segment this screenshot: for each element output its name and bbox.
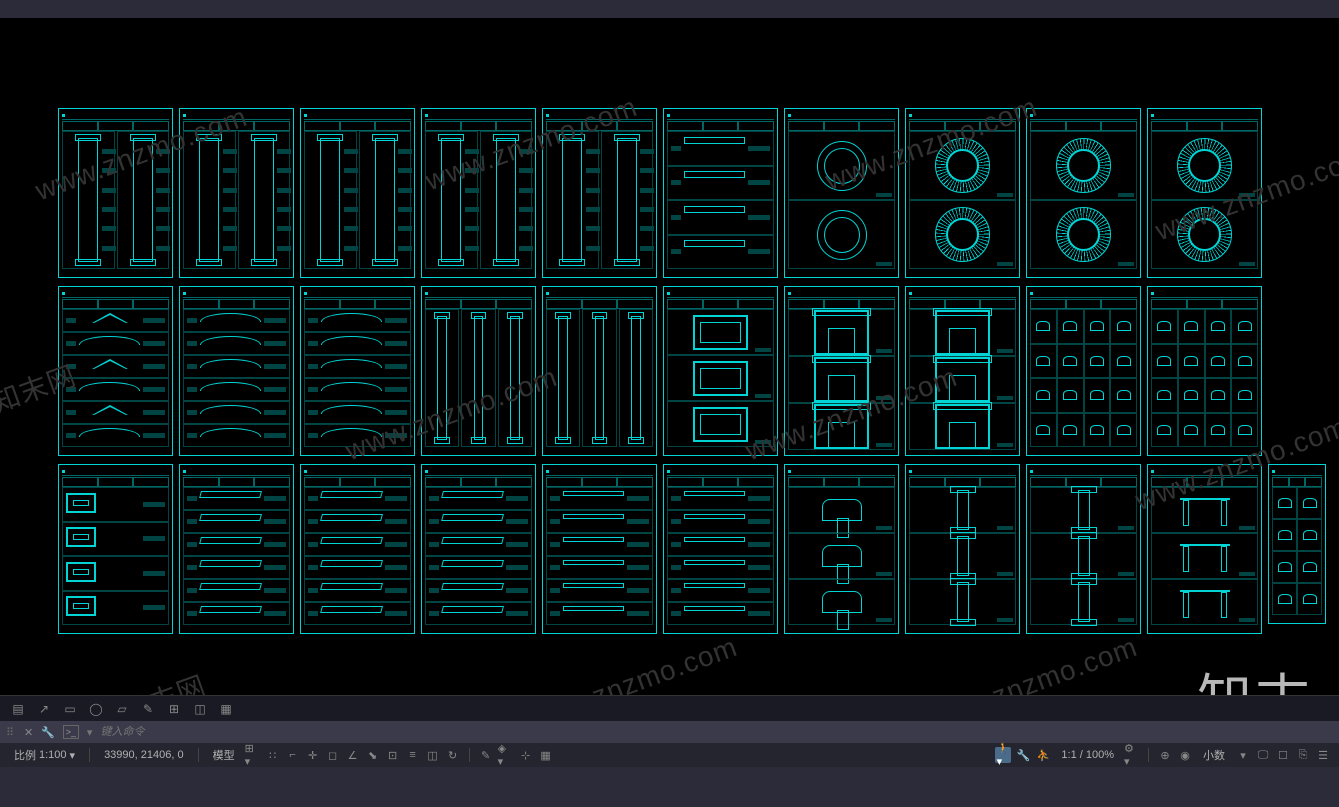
drawing-sheet[interactable] bbox=[784, 286, 899, 456]
drawing-sheet[interactable] bbox=[58, 108, 173, 278]
box-icon[interactable]: ☐ bbox=[1275, 747, 1291, 763]
scale-label[interactable]: 比例 1:100 ▾ bbox=[8, 746, 81, 764]
drawing-sheet[interactable] bbox=[179, 286, 294, 456]
snap-icon[interactable]: ∷ bbox=[265, 747, 281, 763]
drawing-sheet[interactable] bbox=[663, 464, 778, 634]
status-bar: 比例 1:100 ▾ 33990, 21406, 0 模型 ⊞ ▾ ∷ ⌐ ✛ … bbox=[0, 743, 1339, 767]
toolbar-icon-1[interactable]: ▤ bbox=[10, 701, 26, 717]
toolbar-icon-8[interactable]: ◫ bbox=[192, 701, 208, 717]
drawing-sheet[interactable] bbox=[542, 108, 657, 278]
command-grip[interactable]: ⠿ bbox=[6, 726, 16, 739]
toolbar-icon-9[interactable]: ▦ bbox=[218, 701, 234, 717]
drawing-sheet[interactable] bbox=[421, 286, 536, 456]
views-icon[interactable]: ▦ bbox=[538, 747, 554, 763]
separator bbox=[89, 748, 90, 762]
scale-label-text: 比例 bbox=[14, 747, 36, 763]
sheet-row-2 bbox=[58, 286, 1326, 456]
bottom-padding bbox=[0, 767, 1339, 807]
dyn-icon[interactable]: ⊡ bbox=[385, 747, 401, 763]
drawing-sheet[interactable] bbox=[58, 464, 173, 634]
drawing-sheet[interactable] bbox=[1147, 286, 1262, 456]
separator bbox=[469, 748, 470, 762]
title-bar bbox=[0, 0, 1339, 18]
drawing-sheet[interactable] bbox=[421, 464, 536, 634]
drawing-sheet[interactable] bbox=[58, 286, 173, 456]
drawing-sheet[interactable] bbox=[300, 108, 415, 278]
lineweight-icon[interactable]: ≡ bbox=[405, 747, 421, 763]
ducs-icon[interactable]: ⬊ bbox=[365, 747, 381, 763]
otrack-icon[interactable]: ∠ bbox=[345, 747, 361, 763]
quick-toolbar: ▤ ↗ ▭ ◯ ▱ ✎ ⊞ ◫ ▦ bbox=[0, 695, 1339, 721]
copy-icon[interactable]: ⎘ bbox=[1295, 747, 1311, 763]
app-root: www.znzmo.comwww.znzmo.comwww.znzmo.comw… bbox=[0, 0, 1339, 807]
drawing-sheet[interactable] bbox=[905, 108, 1020, 278]
annotation-icon[interactable]: ✎ bbox=[478, 747, 494, 763]
command-close-icon[interactable]: ✕ bbox=[24, 726, 33, 739]
gear-icon[interactable]: ⚙ ▾ bbox=[1124, 747, 1140, 763]
toolbar-icon-7[interactable]: ⊞ bbox=[166, 701, 182, 717]
space-button[interactable]: 模型 bbox=[207, 746, 241, 764]
command-chevron-icon: ▾ bbox=[87, 726, 93, 739]
drawing-sheet[interactable] bbox=[1026, 286, 1141, 456]
drawing-sheet[interactable] bbox=[905, 464, 1020, 634]
scale-value: 1:100 bbox=[39, 749, 67, 761]
command-input[interactable] bbox=[100, 726, 320, 738]
drawing-sheet[interactable] bbox=[179, 464, 294, 634]
ratio-display[interactable]: 1:1 / 100% bbox=[1055, 746, 1120, 764]
command-prompt-icon[interactable]: >_ bbox=[63, 725, 79, 739]
monitor-icon[interactable]: 🖵 bbox=[1255, 747, 1271, 763]
drawing-sheet[interactable] bbox=[1026, 108, 1141, 278]
toolbar-icon-6[interactable]: ✎ bbox=[140, 701, 156, 717]
command-wrench-icon[interactable]: 🔧 bbox=[41, 726, 55, 739]
toolbar-icon-2[interactable]: ↗ bbox=[36, 701, 52, 717]
ortho-icon[interactable]: ⌐ bbox=[285, 747, 301, 763]
toolbar-icon-5[interactable]: ▱ bbox=[114, 701, 130, 717]
separator bbox=[198, 748, 199, 762]
polar-icon[interactable]: ✛ bbox=[305, 747, 321, 763]
drawing-canvas[interactable]: www.znzmo.comwww.znzmo.comwww.znzmo.comw… bbox=[0, 18, 1339, 807]
drawing-sheet[interactable] bbox=[300, 464, 415, 634]
plus-icon[interactable]: ⊕ bbox=[1157, 747, 1173, 763]
drawing-sheet[interactable] bbox=[1268, 464, 1326, 624]
drawing-sheet[interactable] bbox=[300, 286, 415, 456]
drawing-sheet[interactable] bbox=[542, 464, 657, 634]
menu-icon[interactable]: ☰ bbox=[1315, 747, 1331, 763]
drawing-sheet[interactable] bbox=[784, 108, 899, 278]
command-bar: ⠿ ✕ 🔧 >_ ▾ bbox=[0, 721, 1339, 743]
lock-icon[interactable]: ◉ bbox=[1177, 747, 1193, 763]
units-icon[interactable]: ▾ bbox=[1235, 747, 1251, 763]
osnap-icon[interactable]: ◻ bbox=[325, 747, 341, 763]
transparency-icon[interactable]: ◫ bbox=[425, 747, 441, 763]
drawing-sheet[interactable] bbox=[1147, 464, 1262, 634]
sheet-grid bbox=[58, 108, 1326, 634]
toolbar-icon-4[interactable]: ◯ bbox=[88, 701, 104, 717]
drawing-sheet[interactable] bbox=[663, 286, 778, 456]
sheet-row-3 bbox=[58, 464, 1326, 634]
gizmo-icon[interactable]: ⊹ bbox=[518, 747, 534, 763]
separator bbox=[1148, 748, 1149, 762]
person-icon[interactable]: ⛹ bbox=[1035, 747, 1051, 763]
drawing-sheet[interactable] bbox=[1026, 464, 1141, 634]
drawing-sheet[interactable] bbox=[421, 108, 536, 278]
sheet-row-1 bbox=[58, 108, 1326, 278]
drawing-sheet[interactable] bbox=[905, 286, 1020, 456]
drawing-sheet[interactable] bbox=[784, 464, 899, 634]
iso-icon[interactable]: ◈ ▾ bbox=[498, 747, 514, 763]
grid-icon[interactable]: ⊞ ▾ bbox=[245, 747, 261, 763]
drawing-sheet[interactable] bbox=[1147, 108, 1262, 278]
drawing-sheet[interactable] bbox=[542, 286, 657, 456]
drawing-sheet[interactable] bbox=[179, 108, 294, 278]
walk-icon[interactable]: 🚶▾ bbox=[995, 747, 1011, 763]
wrench-icon[interactable]: 🔧 bbox=[1015, 747, 1031, 763]
toolbar-icon-3[interactable]: ▭ bbox=[62, 701, 78, 717]
precision-label[interactable]: 小数 bbox=[1197, 746, 1231, 764]
coordinates[interactable]: 33990, 21406, 0 bbox=[98, 746, 190, 764]
cycling-icon[interactable]: ↻ bbox=[445, 747, 461, 763]
drawing-sheet[interactable] bbox=[663, 108, 778, 278]
